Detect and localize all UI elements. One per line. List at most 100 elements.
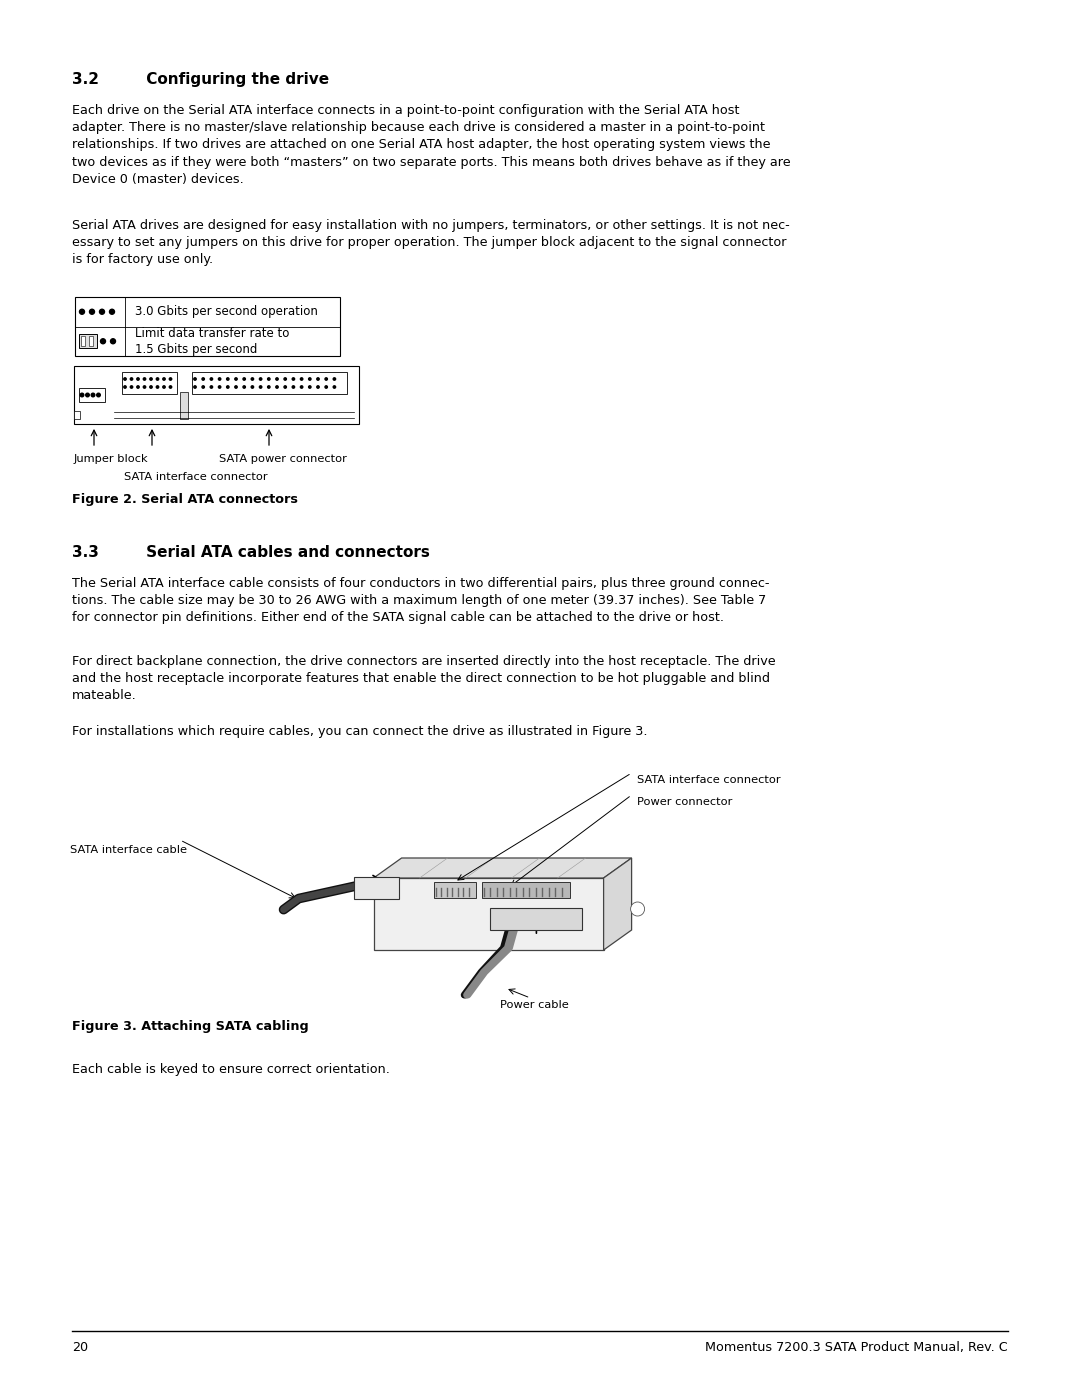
Circle shape bbox=[309, 386, 311, 388]
Circle shape bbox=[193, 377, 197, 380]
Circle shape bbox=[131, 386, 133, 388]
Text: SATA interface connector: SATA interface connector bbox=[636, 775, 780, 785]
Text: Power connector: Power connector bbox=[636, 798, 732, 807]
Text: Power cable: Power cable bbox=[500, 1000, 569, 1010]
Bar bbox=[75, 366, 359, 425]
Circle shape bbox=[124, 386, 126, 388]
Circle shape bbox=[293, 386, 295, 388]
Bar bbox=[79, 334, 97, 348]
Circle shape bbox=[227, 386, 229, 388]
Circle shape bbox=[137, 386, 139, 388]
Circle shape bbox=[334, 377, 336, 380]
Circle shape bbox=[202, 386, 204, 388]
Circle shape bbox=[275, 386, 279, 388]
Circle shape bbox=[85, 393, 90, 397]
Text: Figure 2. Serial ATA connectors: Figure 2. Serial ATA connectors bbox=[72, 493, 298, 506]
Text: Momentus 7200.3 SATA Product Manual, Rev. C: Momentus 7200.3 SATA Product Manual, Rev… bbox=[705, 1341, 1008, 1354]
Circle shape bbox=[218, 386, 220, 388]
Circle shape bbox=[90, 309, 95, 314]
Circle shape bbox=[252, 386, 254, 388]
Bar bbox=[433, 882, 475, 898]
Text: Jumper block: Jumper block bbox=[75, 454, 149, 464]
Circle shape bbox=[300, 377, 302, 380]
Text: SATA power connector: SATA power connector bbox=[219, 454, 347, 464]
Text: 3.2         Configuring the drive: 3.2 Configuring the drive bbox=[72, 73, 329, 87]
Bar bbox=[180, 393, 188, 419]
Text: 3.0 Gbits per second operation: 3.0 Gbits per second operation bbox=[135, 306, 318, 319]
Polygon shape bbox=[374, 858, 632, 877]
Circle shape bbox=[243, 386, 245, 388]
Text: For installations which require cables, you can connect the drive as illustrated: For installations which require cables, … bbox=[72, 725, 648, 738]
Text: Each cable is keyed to ensure correct orientation.: Each cable is keyed to ensure correct or… bbox=[72, 1063, 390, 1076]
Circle shape bbox=[144, 386, 146, 388]
Bar bbox=[353, 876, 399, 898]
Text: Each drive on the Serial ATA interface connects in a point-to-point configuratio: Each drive on the Serial ATA interface c… bbox=[72, 103, 791, 186]
Circle shape bbox=[211, 377, 213, 380]
Circle shape bbox=[243, 377, 245, 380]
Circle shape bbox=[325, 386, 327, 388]
Bar bbox=[79, 388, 105, 402]
Circle shape bbox=[150, 377, 152, 380]
Text: 3.3         Serial ATA cables and connectors: 3.3 Serial ATA cables and connectors bbox=[72, 545, 430, 560]
Text: For direct backplane connection, the drive connectors are inserted directly into: For direct backplane connection, the dri… bbox=[72, 655, 775, 703]
Circle shape bbox=[259, 377, 261, 380]
Bar bbox=[482, 882, 569, 898]
Circle shape bbox=[150, 386, 152, 388]
Circle shape bbox=[80, 309, 84, 314]
Circle shape bbox=[218, 377, 220, 380]
Polygon shape bbox=[374, 877, 604, 950]
Circle shape bbox=[91, 393, 95, 397]
Circle shape bbox=[110, 338, 116, 344]
Circle shape bbox=[268, 377, 270, 380]
Circle shape bbox=[284, 377, 286, 380]
Text: 20: 20 bbox=[72, 1341, 89, 1354]
Circle shape bbox=[109, 309, 114, 314]
Circle shape bbox=[275, 377, 279, 380]
Bar bbox=[75, 411, 80, 419]
Polygon shape bbox=[604, 858, 632, 950]
Bar bbox=[122, 372, 177, 394]
Circle shape bbox=[309, 377, 311, 380]
Circle shape bbox=[325, 377, 327, 380]
Bar bbox=[490, 908, 582, 930]
Circle shape bbox=[144, 377, 146, 380]
Bar bbox=[81, 337, 85, 346]
Circle shape bbox=[157, 377, 159, 380]
Circle shape bbox=[334, 386, 336, 388]
Circle shape bbox=[316, 377, 320, 380]
Circle shape bbox=[252, 377, 254, 380]
Text: SATA interface connector: SATA interface connector bbox=[124, 472, 268, 482]
Circle shape bbox=[100, 338, 106, 344]
Circle shape bbox=[316, 386, 320, 388]
Circle shape bbox=[631, 902, 645, 916]
Text: Serial ATA drives are designed for easy installation with no jumpers, terminator: Serial ATA drives are designed for easy … bbox=[72, 219, 789, 267]
Circle shape bbox=[163, 386, 165, 388]
Circle shape bbox=[202, 377, 204, 380]
Circle shape bbox=[293, 377, 295, 380]
Circle shape bbox=[99, 309, 105, 314]
Bar bbox=[192, 372, 347, 394]
Text: The Serial ATA interface cable consists of four conductors in two differential p: The Serial ATA interface cable consists … bbox=[72, 577, 769, 624]
Circle shape bbox=[131, 377, 133, 380]
Circle shape bbox=[268, 386, 270, 388]
Text: SATA interface cable: SATA interface cable bbox=[70, 845, 187, 855]
Circle shape bbox=[259, 386, 261, 388]
Circle shape bbox=[170, 377, 172, 380]
Circle shape bbox=[163, 377, 165, 380]
Text: Figure 3. Attaching SATA cabling: Figure 3. Attaching SATA cabling bbox=[72, 1020, 309, 1032]
Circle shape bbox=[80, 393, 84, 397]
Circle shape bbox=[193, 386, 197, 388]
Circle shape bbox=[124, 377, 126, 380]
Circle shape bbox=[227, 377, 229, 380]
Circle shape bbox=[211, 386, 213, 388]
Circle shape bbox=[157, 386, 159, 388]
Circle shape bbox=[234, 386, 238, 388]
Circle shape bbox=[170, 386, 172, 388]
Circle shape bbox=[137, 377, 139, 380]
Text: Limit data transfer rate to
1.5 Gbits per second: Limit data transfer rate to 1.5 Gbits pe… bbox=[135, 327, 289, 356]
Circle shape bbox=[284, 386, 286, 388]
Circle shape bbox=[97, 393, 100, 397]
Circle shape bbox=[300, 386, 302, 388]
Bar bbox=[89, 337, 93, 346]
Circle shape bbox=[234, 377, 238, 380]
